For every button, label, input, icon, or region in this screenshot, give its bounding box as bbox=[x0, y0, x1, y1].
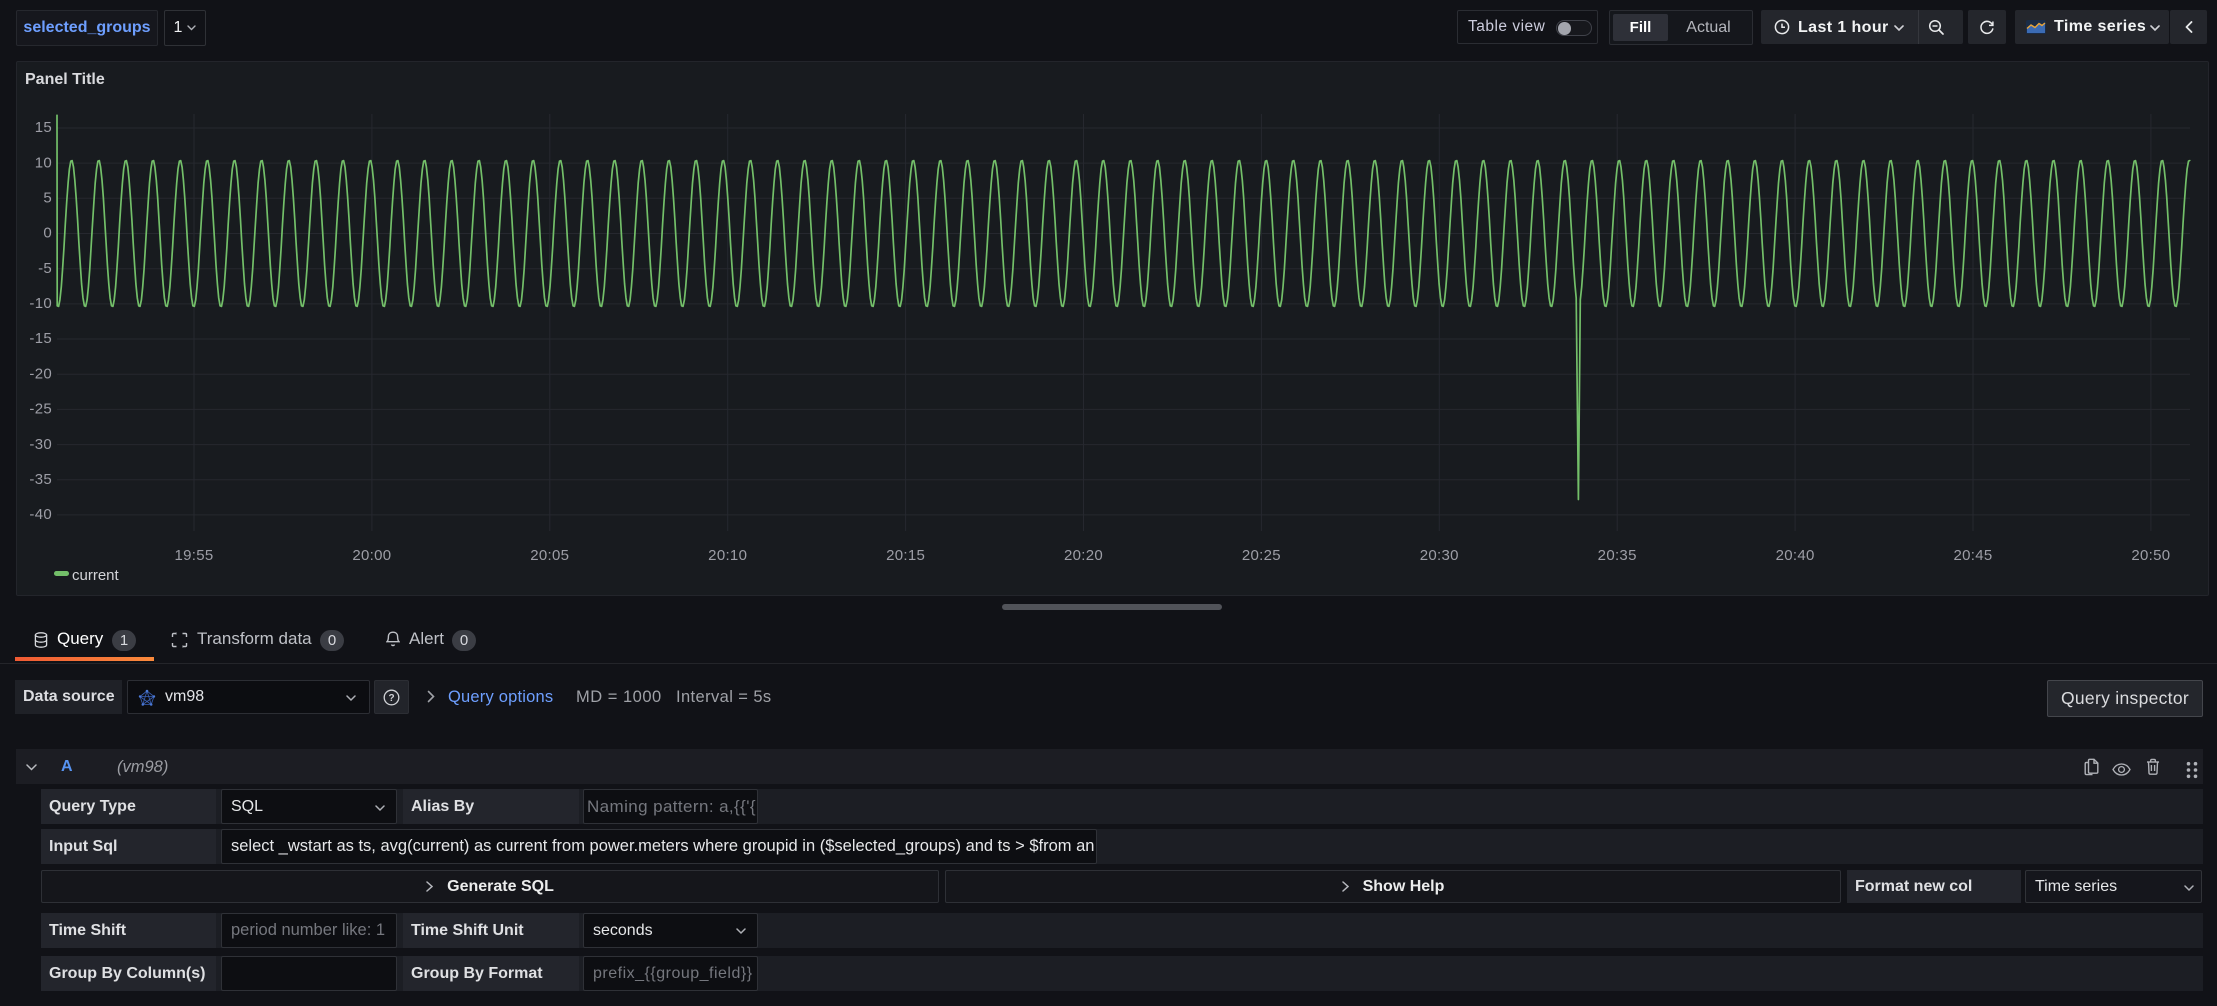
svg-text:20:25: 20:25 bbox=[1242, 547, 1281, 564]
svg-text:?: ? bbox=[388, 693, 394, 704]
svg-text:20:10: 20:10 bbox=[708, 547, 747, 564]
svg-text:20:40: 20:40 bbox=[1776, 547, 1815, 564]
svg-text:-15: -15 bbox=[29, 330, 52, 347]
svg-text:15: 15 bbox=[35, 119, 52, 136]
svg-text:20:45: 20:45 bbox=[1953, 547, 1992, 564]
svg-text:-5: -5 bbox=[38, 260, 52, 277]
svg-text:20:15: 20:15 bbox=[886, 547, 925, 564]
svg-text:20:20: 20:20 bbox=[1064, 547, 1103, 564]
svg-text:0: 0 bbox=[43, 225, 52, 242]
svg-text:-20: -20 bbox=[29, 365, 52, 382]
svg-text:20:00: 20:00 bbox=[352, 547, 391, 564]
svg-text:-40: -40 bbox=[29, 506, 52, 523]
svg-text:19:55: 19:55 bbox=[174, 547, 213, 564]
svg-text:-30: -30 bbox=[29, 436, 52, 453]
svg-text:20:05: 20:05 bbox=[530, 547, 569, 564]
svg-text:20:30: 20:30 bbox=[1420, 547, 1459, 564]
svg-text:20:50: 20:50 bbox=[2131, 547, 2170, 564]
svg-text:-25: -25 bbox=[29, 401, 52, 418]
svg-text:20:35: 20:35 bbox=[1598, 547, 1637, 564]
svg-text:-35: -35 bbox=[29, 471, 52, 488]
svg-text:current: current bbox=[72, 567, 120, 584]
svg-text:10: 10 bbox=[35, 154, 52, 171]
svg-text:-10: -10 bbox=[29, 295, 52, 312]
svg-text:5: 5 bbox=[43, 190, 52, 207]
